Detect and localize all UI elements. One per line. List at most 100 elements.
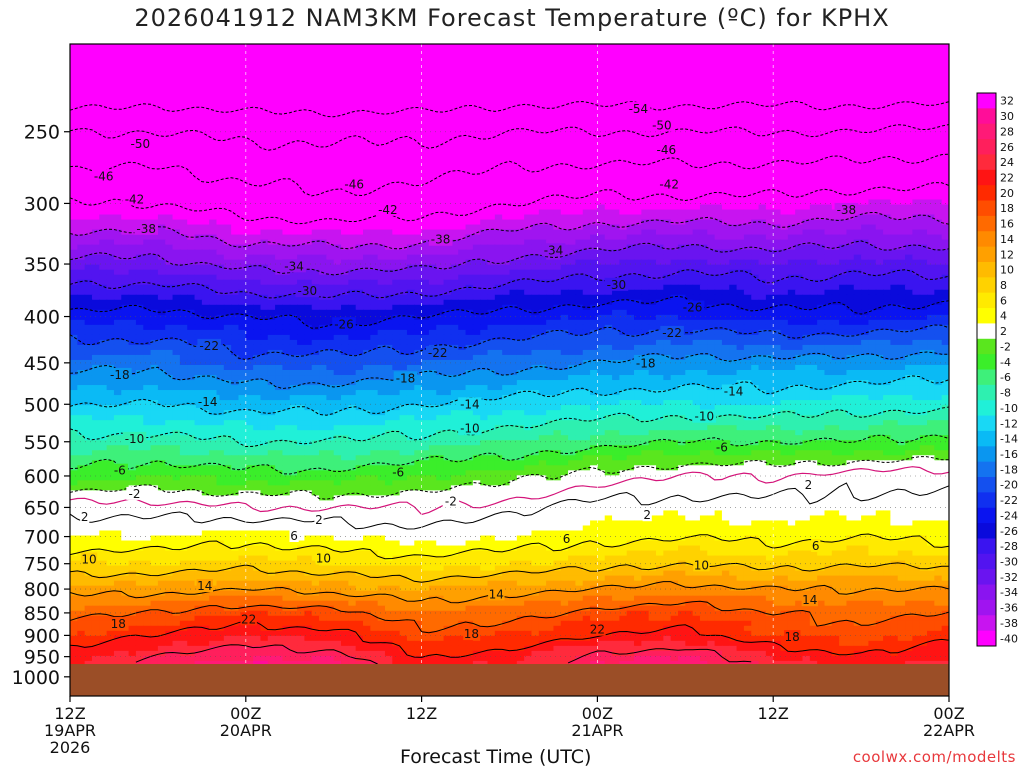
colorbar-swatch [977,507,996,524]
contour-label-bg [195,394,220,408]
colorbar-label: -26 [1000,525,1018,538]
colorbar-label: -38 [1000,617,1018,630]
y-tick-label: 600 [24,466,60,488]
isotherm--6 [70,434,949,475]
contour-label: -42 [659,178,679,192]
isotherm-22 [70,619,949,658]
contour-label-bg [295,284,320,298]
contour-label-bg [122,192,147,206]
colorbar-swatch [977,369,996,386]
contour-label-bg [463,627,480,641]
contour-label-bg [589,622,606,636]
colorbar-label: 12 [1000,248,1014,261]
colorbar-label: 6 [1000,294,1007,307]
contour-label: -30 [607,278,627,292]
contour-label-bg [128,137,153,151]
colorbar-swatch [977,215,996,232]
contour-lines [70,100,949,665]
colorbar-swatch [977,630,996,647]
isotherm--46 [70,153,949,197]
colorbar-swatch [977,384,996,401]
y-tick-label: 950 [24,647,60,669]
contour-label: -34 [544,243,564,257]
isotherm--30 [70,269,949,299]
contour-label: 2 [643,508,651,522]
contour-label-bg [428,232,453,246]
colorbar-label: -8 [1000,387,1011,400]
colorbar-label: 30 [1000,110,1014,123]
isotherm--2 [70,456,949,500]
contour-label-bg [80,552,98,566]
contour-label: -50 [130,137,150,151]
isotherm-10 [70,562,949,583]
contour-label-bg [488,587,505,601]
credit-link[interactable]: coolwx.com/modelts [852,748,1016,766]
colorbar-swatch [977,599,996,616]
chart-title: 2026041912 NAM3KM Forecast Temperature (… [134,4,890,32]
colorbar-swatch [977,338,996,355]
isotherm-14 [70,581,949,604]
contour-label-bg [111,463,128,477]
contour-label-bg [376,202,400,216]
colorbar-swatch [977,584,996,601]
contour-labels: -50-46-42-38-46-42-38-54-50-46-42-38-34-… [80,102,859,644]
contour-label-bg [692,409,717,423]
isotherm-2 [70,482,949,530]
contour-label: -22 [428,346,448,360]
x-tick-label: 12Z [758,704,789,723]
x-tick-label: 12Z [54,704,85,723]
contour-label: -34 [284,259,304,273]
contour-label: 2 [315,513,323,527]
x-axis-title: Forecast Time (UTC) [400,746,592,768]
contour-label-bg [425,346,450,360]
colorbar-label: 22 [1000,172,1014,185]
colorbar-swatch [977,277,996,294]
contour-label: -14 [198,395,218,409]
colorbar-swatch [977,169,996,186]
colorbar-label: -36 [1000,602,1018,615]
contour-label: -26 [334,317,354,331]
colorbar-swatch [977,123,996,140]
x-tick-label: 19APR [44,721,96,740]
colorbar-label: 32 [1000,95,1014,108]
contour-label: -18 [636,357,656,371]
x-tick-label: 00Z [230,704,261,723]
contour-label-bg [122,431,147,445]
colorbar-swatch [977,200,996,217]
colorbar-swatch [977,154,996,171]
contour-label: -46 [656,143,676,157]
colorbar-label: -16 [1000,448,1018,461]
colorbar-label: 18 [1000,202,1014,215]
contour-label: -2 [129,487,141,501]
colorbar-label: -6 [1000,371,1011,384]
colorbar: 32 30 28 26 24 22 20 18 16 14 12 10 8 6 4 2 -2 -4 -6 -8 -10 -… [976,92,1018,647]
x-tick-label: 12Z [406,704,437,723]
isotherm--34 [70,240,949,276]
contour-label-bg [393,371,418,385]
x-tick-label: 00Z [933,704,964,723]
contour-label-bg [541,243,566,257]
colorbar-swatch [977,415,996,432]
contour-label: -46 [344,178,364,192]
contour-label-bg [314,512,324,526]
colorbar-swatch [977,308,996,324]
contour-label-bg [834,202,859,216]
colorbar-label: -18 [1000,463,1018,476]
contour-label-bg [390,465,407,479]
contour-label-bg [633,356,658,370]
contour-label: -6 [716,440,728,454]
contour-label-bg [442,494,460,508]
isotherm--14 [70,375,949,416]
colorbar-swatch [977,430,996,447]
colorbar-swatch [977,615,996,632]
isotherm-6 [70,533,949,560]
contour-label: -10 [694,410,714,424]
contour-label: 18 [111,617,126,631]
colorbar-swatch [977,93,996,109]
contour-label: 10 [81,553,96,567]
contour-label: -38 [837,203,857,217]
isotherm--42 [70,181,949,225]
contour-label: 10 [316,551,331,565]
isotherm-26 [567,648,752,664]
